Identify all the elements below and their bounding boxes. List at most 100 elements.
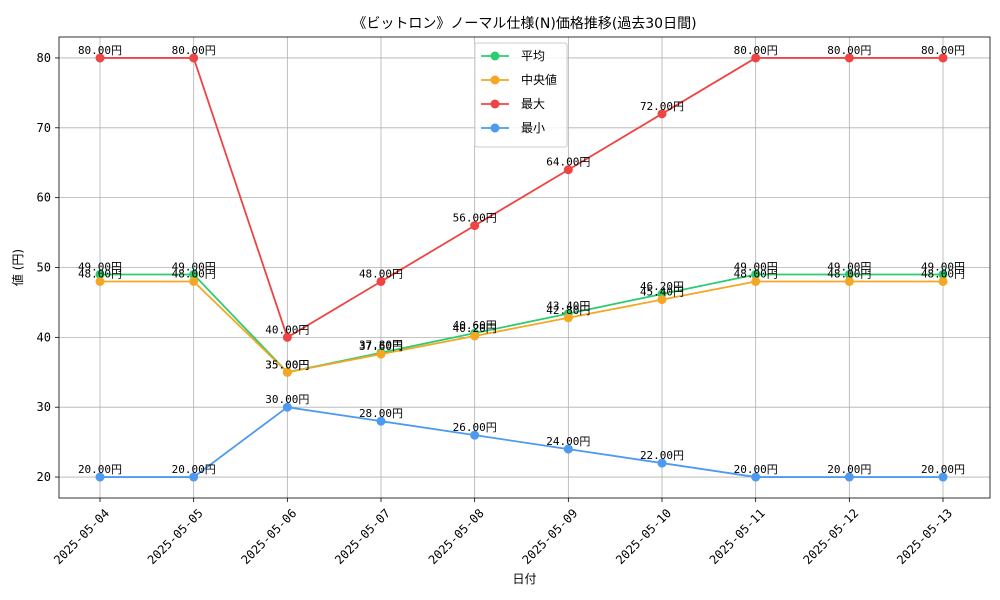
legend-label: 中央値	[521, 72, 557, 87]
legend-box	[474, 42, 568, 148]
data-point	[95, 53, 105, 63]
data-point	[376, 276, 386, 286]
legend-label: 平均	[521, 49, 545, 63]
data-point	[376, 416, 386, 426]
data-point	[282, 332, 292, 342]
data-label: 28.00円	[359, 407, 403, 420]
data-label: 49.00円	[827, 260, 871, 273]
data-point	[563, 313, 573, 323]
data-point	[189, 472, 199, 482]
y-tick-label: 70	[37, 121, 51, 135]
data-point	[470, 221, 480, 231]
data-point	[189, 276, 199, 286]
legend-swatch-marker	[490, 123, 500, 133]
data-label: 48.00円	[78, 267, 122, 280]
x-tick-label: 2025-05-13	[894, 506, 955, 567]
data-label: 46.20円	[640, 280, 684, 293]
y-tick-label: 40	[37, 330, 51, 344]
data-point	[751, 276, 761, 286]
y-tick-label: 30	[37, 400, 51, 414]
x-axis-title: 日付	[512, 572, 536, 586]
data-label: 45.40円	[640, 286, 684, 299]
series-layer	[95, 53, 948, 482]
data-label: 48.00円	[734, 267, 778, 280]
data-point	[751, 53, 761, 63]
data-point	[563, 165, 573, 175]
y-tick-label: 50	[37, 261, 51, 275]
data-point	[189, 53, 199, 63]
y-tick-label: 80	[37, 51, 51, 65]
data-point	[282, 367, 292, 377]
data-point	[844, 472, 854, 482]
data-point	[95, 276, 105, 286]
data-label: 20.00円	[734, 463, 778, 476]
series-line	[100, 406, 943, 478]
legend-label: 最大	[521, 97, 545, 111]
x-tick-label: 2025-05-08	[426, 506, 487, 567]
data-point	[938, 53, 948, 63]
data-label: 24.00円	[546, 435, 590, 448]
data-point	[844, 269, 854, 279]
legend-swatch-marker	[490, 75, 500, 85]
data-labels: 49.00円 49.00円 35.00円 37.80円 40.60円 43.40円 46.2…	[78, 44, 965, 476]
data-label: 20.00円	[172, 463, 216, 476]
data-label: 49.00円	[172, 260, 216, 273]
data-label: 20.00円	[827, 463, 871, 476]
x-tick-label: 2025-05-06	[238, 506, 299, 567]
x-tick-label: 2025-05-04	[51, 506, 112, 567]
data-label: 20.00円	[78, 463, 122, 476]
chart-title: 《ビットロン》ノーマル仕様(N)価格推移(過去30日間)	[352, 16, 696, 32]
data-point	[751, 472, 761, 482]
data-label: 22.00円	[640, 449, 684, 462]
data-label: 35.00円	[265, 358, 309, 371]
data-point	[938, 269, 948, 279]
data-point	[95, 269, 105, 279]
data-label: 80.00円	[734, 44, 778, 57]
x-tick-label: 2025-05-10	[613, 506, 674, 567]
data-label: 80.00円	[78, 44, 122, 57]
data-label: 80.00円	[172, 44, 216, 57]
data-label: 40.00円	[265, 323, 309, 336]
data-point	[189, 269, 199, 279]
data-label: 48.00円	[827, 267, 871, 280]
data-label: 72.00円	[640, 100, 684, 113]
data-point	[844, 53, 854, 63]
data-label: 40.60円	[453, 319, 497, 332]
data-label: 30.00円	[265, 393, 309, 406]
data-label: 49.00円	[78, 260, 122, 273]
y-axis-title: 値 (円)	[10, 249, 25, 286]
data-label: 37.80円	[359, 339, 403, 352]
data-label: 48.00円	[172, 267, 216, 280]
data-label: 35.00円	[265, 358, 309, 371]
data-label: 80.00円	[921, 44, 965, 57]
data-label: 40.20円	[453, 322, 497, 335]
data-point	[657, 109, 667, 119]
data-point	[657, 458, 667, 468]
x-tick-label: 2025-05-12	[800, 506, 861, 567]
data-label: 49.00円	[734, 260, 778, 273]
data-point	[751, 269, 761, 279]
y-tick-label: 60	[37, 191, 51, 205]
data-point	[938, 472, 948, 482]
data-label: 56.00円	[453, 212, 497, 225]
data-label: 37.60円	[359, 340, 403, 353]
data-point	[282, 402, 292, 412]
y-tick-label: 20	[37, 470, 51, 484]
data-label: 42.80円	[546, 304, 590, 317]
data-point	[95, 472, 105, 482]
x-tick-label: 2025-05-09	[519, 506, 580, 567]
data-point	[657, 295, 667, 305]
data-label: 26.00円	[453, 421, 497, 434]
data-point	[470, 331, 480, 341]
data-point	[563, 444, 573, 454]
data-label: 43.40円	[546, 300, 590, 313]
data-point	[938, 276, 948, 286]
x-tick-label: 2025-05-05	[145, 506, 206, 567]
data-point	[470, 430, 480, 440]
data-label: 80.00円	[827, 44, 871, 57]
x-tick-label: 2025-05-07	[332, 506, 393, 567]
data-label: 48.00円	[359, 267, 403, 280]
data-point	[844, 276, 854, 286]
